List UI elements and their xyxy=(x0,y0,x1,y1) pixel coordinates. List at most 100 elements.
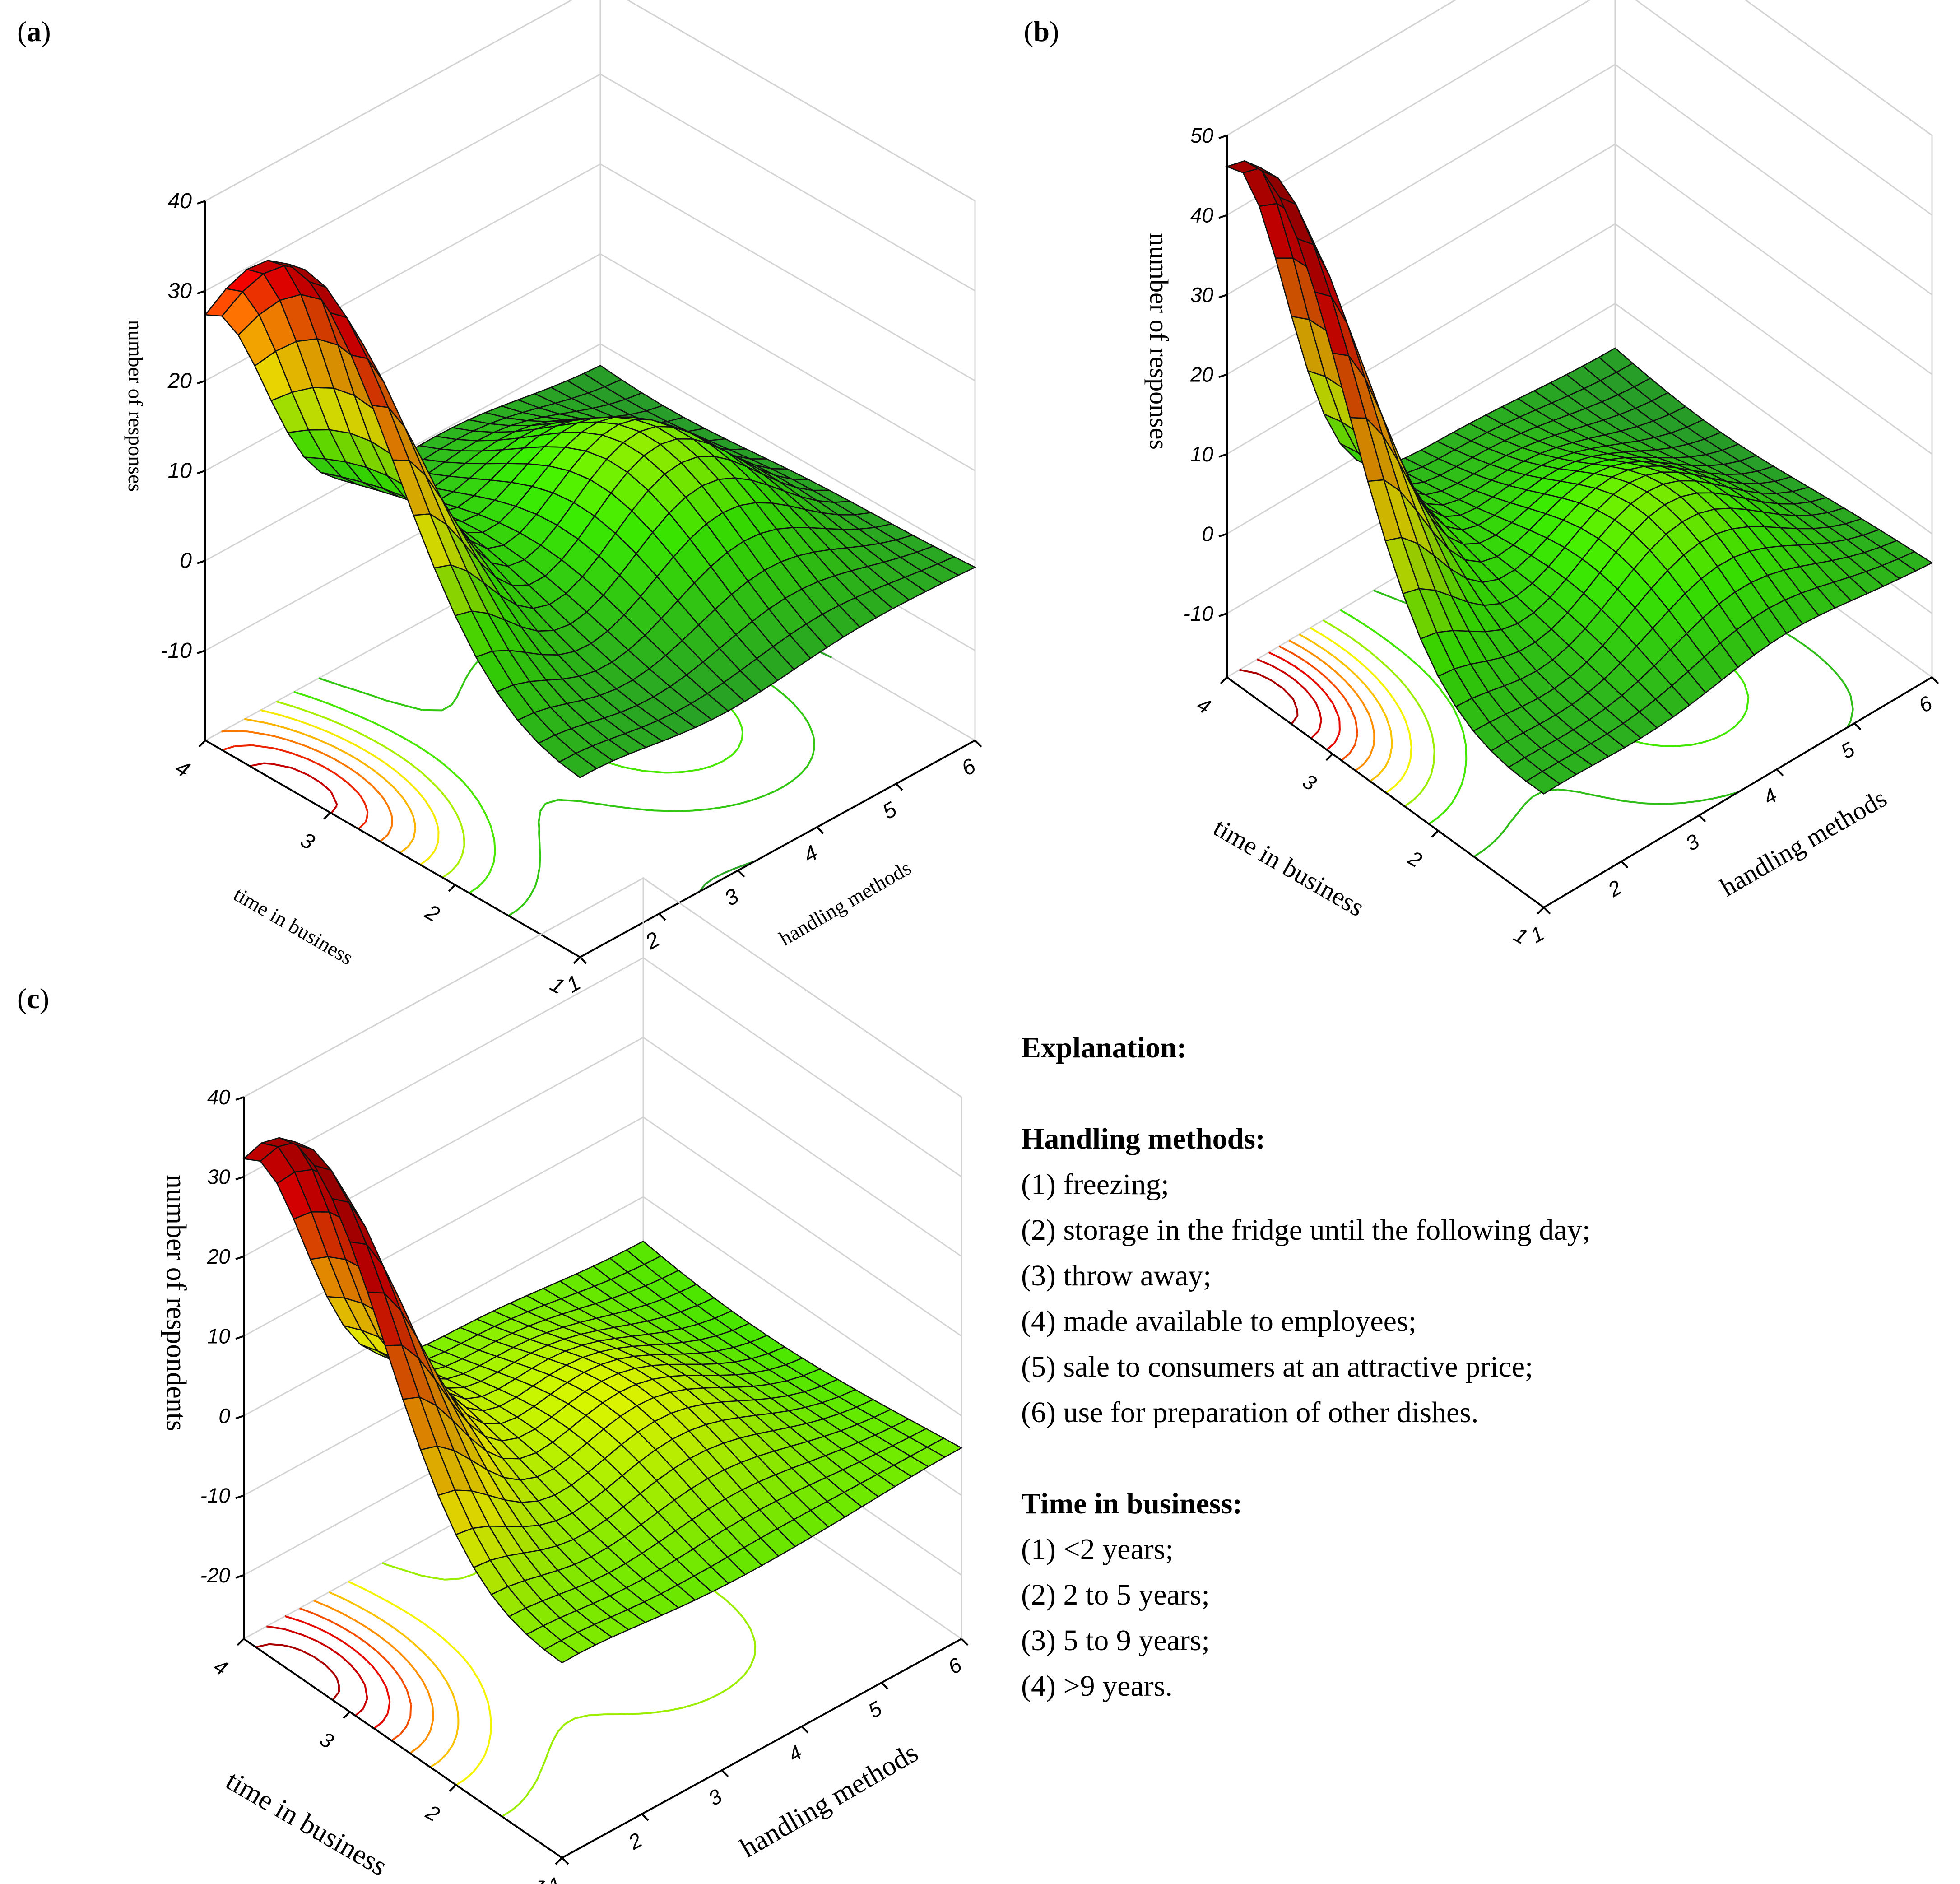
handling-item: (6) use for preparation of other dishes. xyxy=(1021,1396,1479,1429)
y-tick-mark xyxy=(1537,907,1545,915)
y-tick-label: 2 xyxy=(422,1800,444,1826)
z-tick-label: -10 xyxy=(161,639,192,663)
y-tick-label: 3 xyxy=(1299,769,1321,795)
z-tick-mark xyxy=(197,470,206,474)
z-tick-label: 20 xyxy=(207,1245,231,1268)
y-tick-mark xyxy=(448,884,456,892)
x-axis-title: handling methods xyxy=(1715,783,1892,902)
y-tick-mark xyxy=(555,1857,563,1865)
z-tick-label: 0 xyxy=(180,549,192,573)
z-tick-label: 30 xyxy=(207,1165,231,1188)
x-tick-mark xyxy=(895,783,903,791)
z-tick-mark xyxy=(235,1176,244,1181)
chart-panel-b: (b) -10 0 10 20 30 40 50 1 2 3 4 5 6 1 2 3 4 handling met… xyxy=(993,0,1960,966)
x-tick-label: 6 xyxy=(957,754,980,781)
x-tick-label: 5 xyxy=(864,1697,886,1723)
z-tick-mark xyxy=(1218,612,1227,617)
contour-line xyxy=(1310,627,1412,794)
handling-methods-title: Handling methods: xyxy=(1021,1122,1265,1155)
z-gridline xyxy=(205,0,975,202)
panel-label-a: (a) xyxy=(17,15,51,47)
handling-item: (2) storage in the fridge until the foll… xyxy=(1021,1214,1591,1247)
x-tick-label: 2 xyxy=(624,1828,646,1854)
y-tick-mark xyxy=(237,1638,245,1646)
y-tick-mark xyxy=(323,812,331,820)
z-tick-mark xyxy=(1218,135,1227,139)
y-axis-line xyxy=(1226,676,1545,908)
z-gridline xyxy=(1226,143,1932,375)
x-tick-label: 6 xyxy=(944,1653,966,1679)
y-axis-title: time in business xyxy=(1208,813,1369,922)
contour-line xyxy=(1239,669,1299,725)
handling-item: (1) freezing; xyxy=(1021,1168,1169,1201)
z-tick-mark xyxy=(197,290,206,295)
z-tick-mark xyxy=(235,1414,244,1419)
x-tick-mark xyxy=(1543,907,1551,915)
z-tick-label: 0 xyxy=(218,1404,230,1428)
z-tick-label: 10 xyxy=(168,459,192,483)
surface-mesh xyxy=(1225,160,1933,795)
contour-line xyxy=(329,1591,460,1768)
x-tick-label: 4 xyxy=(784,1740,806,1767)
z-tick-label: 50 xyxy=(1190,124,1214,147)
y-tick-mark xyxy=(573,956,581,964)
y-axis-line xyxy=(243,1638,563,1859)
z-tick-mark xyxy=(235,1335,244,1340)
z-tick-mark xyxy=(235,1096,244,1101)
y-tick-mark xyxy=(1220,676,1228,684)
contour-line xyxy=(1288,639,1375,772)
z-tick-label: -10 xyxy=(1184,602,1214,625)
contour-line xyxy=(222,744,369,830)
z-tick-mark xyxy=(197,649,206,654)
panel-label-c: (c) xyxy=(17,982,50,1014)
time-item: (4) >9 years. xyxy=(1021,1670,1173,1703)
z-tick-mark xyxy=(197,559,206,564)
time-item: (3) 5 to 9 years; xyxy=(1021,1624,1210,1657)
handling-item: (5) sale to consumers at an attractive p… xyxy=(1021,1350,1533,1383)
x-tick-mark xyxy=(1698,814,1706,823)
explanation-legend: Explanation: Handling methods: (1) freez… xyxy=(1021,1025,1924,1709)
contour-line xyxy=(313,1600,434,1754)
x-tick-label: 3 xyxy=(1681,829,1704,856)
y-tick-label: 4 xyxy=(172,756,194,782)
z-tick-mark xyxy=(235,1494,244,1499)
surface-cell xyxy=(543,1640,580,1664)
x-tick-label: 2 xyxy=(1603,875,1626,902)
y-tick-label: 1 xyxy=(1510,923,1532,949)
chart-panel-a: (a) -10 0 10 20 30 40 1 2 3 4 5 6 1 2 3 4 handling metho… xyxy=(0,0,993,999)
x-tick-mark xyxy=(1853,722,1862,730)
explanation-title: Explanation: xyxy=(1021,1031,1187,1064)
x-tick-mark xyxy=(801,1726,809,1734)
contour-line xyxy=(284,1615,391,1730)
y-axis-line xyxy=(204,740,581,958)
z-axis-title: number of responses xyxy=(1144,233,1174,450)
panel-label-b: (b) xyxy=(1024,15,1059,47)
x-tick-label: 5 xyxy=(1837,737,1859,763)
surface-mesh xyxy=(204,260,976,778)
z-tick-mark xyxy=(1218,214,1227,219)
x-tick-mark xyxy=(579,956,587,964)
y-tick-label: 3 xyxy=(296,828,319,855)
z-tick-label: 0 xyxy=(1202,522,1213,545)
y-tick-mark xyxy=(1431,830,1439,838)
contour-line xyxy=(276,700,465,879)
y-tick-label: 1 xyxy=(528,1873,550,1884)
y-tick-label: 4 xyxy=(210,1654,232,1680)
z-tick-label: 10 xyxy=(207,1324,231,1348)
contour-line xyxy=(249,762,338,814)
x-tick-label: 5 xyxy=(878,797,901,824)
x-tick-mark xyxy=(1621,861,1629,869)
z-tick-mark xyxy=(235,1256,244,1260)
x-tick-mark xyxy=(1776,768,1784,777)
z-gridline xyxy=(1226,0,1932,136)
z-tick-mark xyxy=(1218,533,1227,538)
contour-line xyxy=(1268,651,1341,751)
y-tick-mark xyxy=(343,1711,351,1719)
x-tick-label: 3 xyxy=(704,1784,726,1810)
handling-item: (4) made available to employees; xyxy=(1021,1305,1417,1338)
z-gridline xyxy=(243,957,962,1177)
z-tick-label: 40 xyxy=(1190,203,1214,227)
contour-line xyxy=(266,1625,368,1717)
